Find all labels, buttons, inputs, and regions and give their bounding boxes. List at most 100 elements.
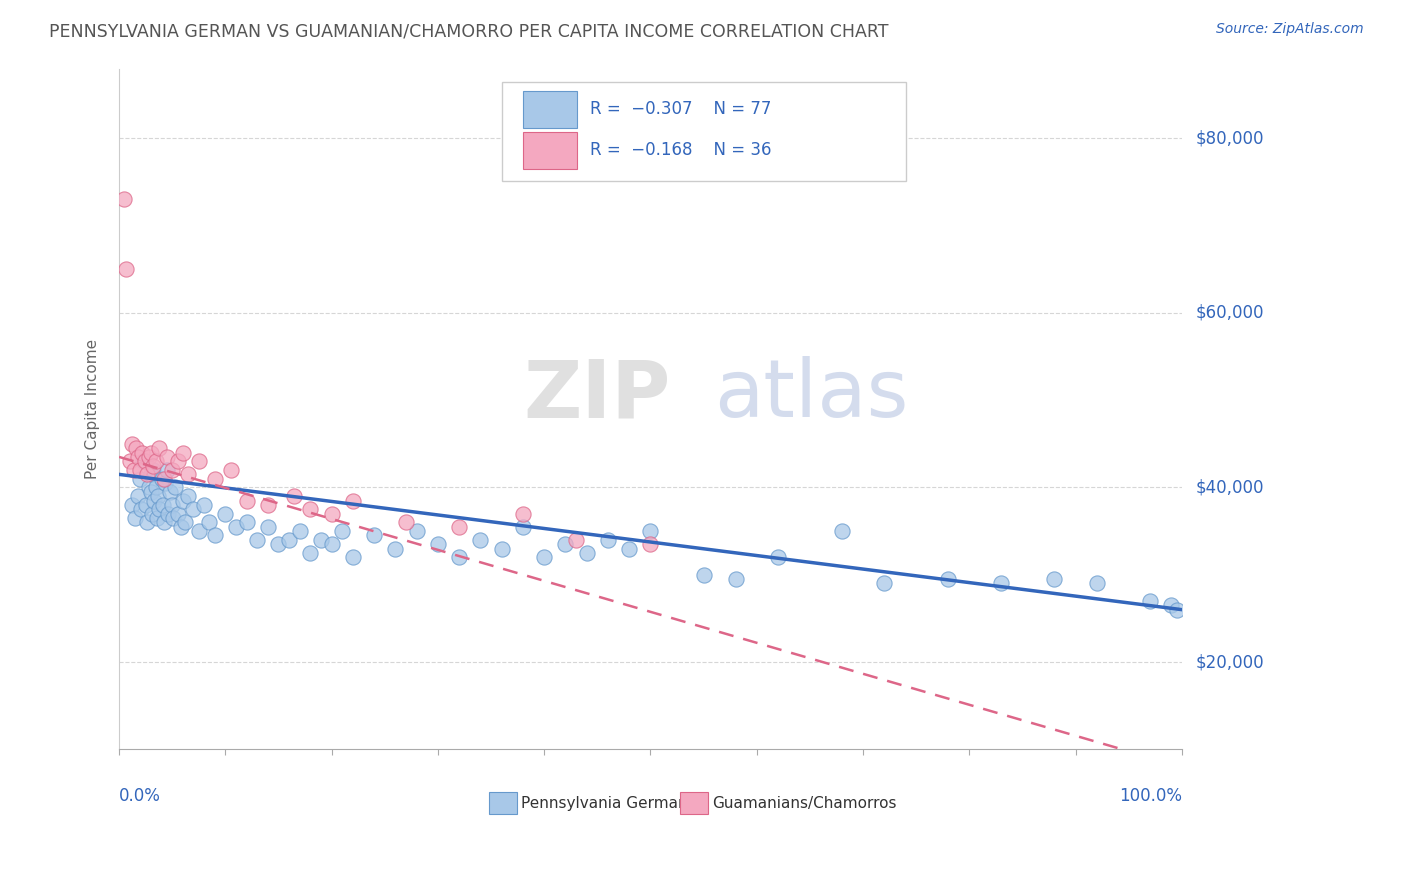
Point — [405, 524, 427, 538]
Point — [165, 480, 187, 494]
Point — [219, 463, 242, 477]
FancyBboxPatch shape — [502, 82, 905, 181]
Point — [1166, 602, 1188, 616]
Point — [142, 458, 165, 473]
Point — [384, 541, 406, 556]
Point — [193, 498, 215, 512]
Text: R =  −0.307    N = 77: R = −0.307 N = 77 — [591, 101, 772, 119]
Point — [640, 537, 662, 551]
Text: atlas: atlas — [714, 356, 908, 434]
Point — [159, 484, 181, 499]
Point — [257, 498, 280, 512]
Point — [512, 507, 534, 521]
Point — [160, 463, 183, 477]
Text: PENNSYLVANIA GERMAN VS GUAMANIAN/CHAMORRO PER CAPITA INCOME CORRELATION CHART: PENNSYLVANIA GERMAN VS GUAMANIAN/CHAMORR… — [49, 22, 889, 40]
Point — [1139, 594, 1161, 608]
Point — [112, 193, 135, 207]
Text: $80,000: $80,000 — [1197, 129, 1264, 147]
Point — [139, 484, 162, 499]
FancyBboxPatch shape — [681, 792, 707, 814]
Point — [172, 445, 194, 459]
Point — [131, 502, 153, 516]
Point — [146, 511, 169, 525]
Point — [138, 450, 160, 464]
Point — [596, 533, 619, 547]
Point — [183, 502, 205, 516]
Point — [156, 507, 179, 521]
Point — [1085, 576, 1108, 591]
Point — [575, 546, 598, 560]
Point — [162, 511, 184, 525]
Point — [257, 520, 280, 534]
Point — [177, 489, 200, 503]
Point — [187, 454, 209, 468]
Point — [177, 467, 200, 482]
Point — [139, 467, 162, 482]
Text: Guamanians/Chamorros: Guamanians/Chamorros — [713, 796, 897, 811]
Text: 100.0%: 100.0% — [1119, 787, 1182, 805]
Point — [766, 550, 789, 565]
Point — [1043, 572, 1066, 586]
Point — [491, 541, 513, 556]
Point — [152, 516, 174, 530]
Point — [153, 476, 176, 491]
Point — [141, 507, 163, 521]
Point — [118, 454, 141, 468]
Text: $60,000: $60,000 — [1197, 304, 1264, 322]
Point — [225, 520, 247, 534]
Point — [156, 450, 179, 464]
Point — [121, 498, 143, 512]
Point — [148, 489, 170, 503]
Y-axis label: Per Capita Income: Per Capita Income — [86, 339, 100, 479]
Point — [122, 463, 145, 477]
Point — [148, 441, 170, 455]
Text: R =  −0.168    N = 36: R = −0.168 N = 36 — [591, 141, 772, 159]
Point — [174, 516, 197, 530]
Point — [470, 533, 492, 547]
Point — [235, 516, 257, 530]
Point — [160, 498, 183, 512]
Point — [135, 467, 157, 482]
Point — [172, 493, 194, 508]
Point — [619, 541, 641, 556]
Point — [214, 507, 236, 521]
Point — [131, 445, 153, 459]
Point — [321, 537, 343, 551]
FancyBboxPatch shape — [523, 91, 576, 128]
Point — [299, 546, 322, 560]
Point — [990, 576, 1012, 591]
Point — [342, 493, 364, 508]
Point — [1160, 599, 1182, 613]
Point — [139, 445, 162, 459]
Point — [235, 493, 257, 508]
FancyBboxPatch shape — [523, 132, 576, 169]
Point — [129, 472, 152, 486]
Point — [565, 533, 588, 547]
Point — [936, 572, 959, 586]
Point — [152, 472, 174, 486]
Point — [246, 533, 269, 547]
Point — [198, 516, 221, 530]
Point — [170, 520, 193, 534]
Point — [321, 507, 343, 521]
Text: $40,000: $40,000 — [1197, 478, 1264, 497]
Point — [692, 567, 714, 582]
Point — [148, 502, 170, 516]
Point — [115, 262, 138, 277]
Point — [134, 454, 156, 468]
Point — [363, 528, 385, 542]
Point — [138, 480, 160, 494]
Point — [129, 463, 152, 477]
Text: Source: ZipAtlas.com: Source: ZipAtlas.com — [1216, 22, 1364, 37]
Point — [125, 441, 148, 455]
Point — [330, 524, 353, 538]
Point — [166, 454, 188, 468]
Point — [127, 450, 149, 464]
Point — [724, 572, 747, 586]
Point — [278, 533, 301, 547]
Point — [121, 437, 143, 451]
Point — [166, 507, 188, 521]
Point — [132, 454, 155, 468]
Point — [426, 537, 449, 551]
Text: Pennsylvania Germans: Pennsylvania Germans — [520, 796, 696, 811]
